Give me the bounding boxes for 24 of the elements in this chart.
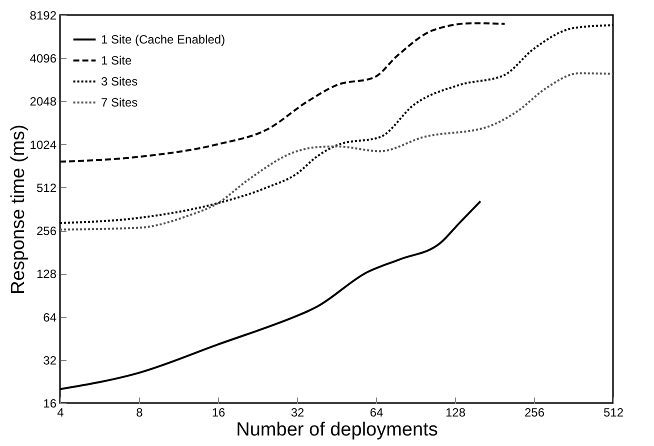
- x-tick-label: 256: [524, 406, 545, 420]
- y-tick-label: 2048: [30, 94, 57, 109]
- legend-label: 7 Sites: [101, 96, 138, 110]
- legend-label: 1 Site (Cache Enabled): [101, 32, 226, 46]
- y-tick-label: 128: [36, 267, 57, 282]
- y-tick-label: 32: [43, 353, 57, 368]
- x-tick-label: 512: [603, 406, 624, 420]
- y-tick-label: 64: [43, 310, 57, 324]
- y-tick-label: 256: [36, 224, 57, 238]
- y-tick-label: 8192: [30, 8, 57, 22]
- y-tick-label: 512: [36, 180, 57, 195]
- x-axis-title: Number of deployments: [236, 420, 438, 440]
- x-tick-label: 8: [136, 406, 144, 420]
- y-axis-title: Response time (ms): [8, 124, 29, 294]
- y-tick-label: 4096: [30, 52, 57, 66]
- x-tick-label: 16: [212, 406, 226, 420]
- x-tick-label: 64: [370, 406, 384, 420]
- x-tick-label: 128: [445, 406, 466, 420]
- y-tick-label: 1024: [30, 138, 57, 152]
- x-tick-label: 32: [290, 406, 304, 420]
- y-tick-label: 16: [43, 396, 57, 410]
- legend-label: 1 Site: [101, 54, 132, 68]
- x-tick-label: 4: [57, 406, 64, 420]
- legend-label: 3 Sites: [101, 74, 138, 88]
